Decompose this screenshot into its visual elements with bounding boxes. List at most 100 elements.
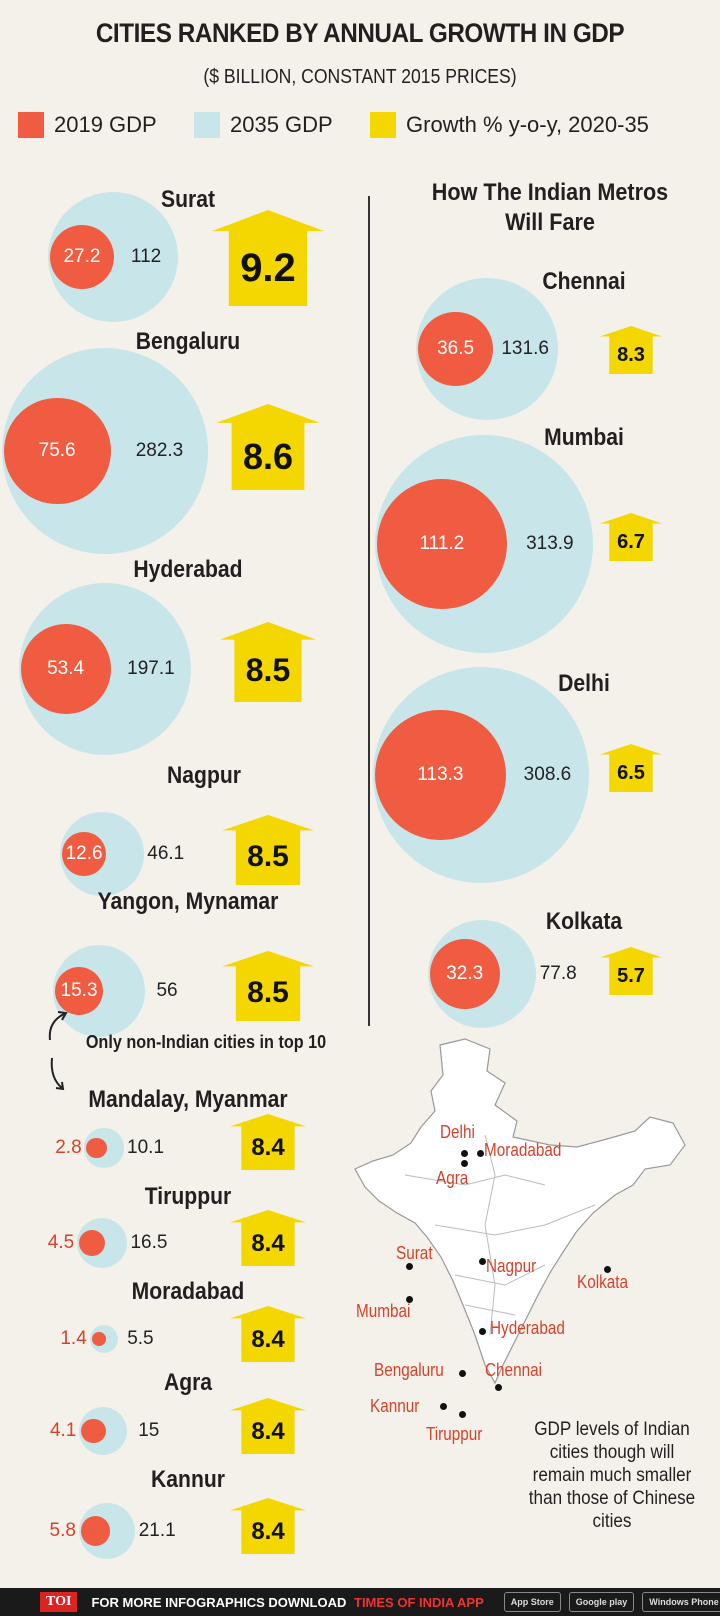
note-arrow-down-icon xyxy=(50,1057,65,1091)
label-2019-mumbai: 111.2 xyxy=(419,533,465,554)
growth-arrow-shape-agra xyxy=(230,1398,306,1454)
city-name-tiruppur: Tiruppur xyxy=(144,1183,232,1210)
map-dot-bengaluru xyxy=(459,1370,466,1377)
label-2019-kannur: 5.8 xyxy=(49,1520,76,1541)
growth-value-mumbai: 6.7 xyxy=(617,530,645,553)
growth-arrow-shape-tiruppur xyxy=(230,1210,306,1266)
bubble-2019-delhi xyxy=(374,709,506,841)
legend-swatch-growth xyxy=(370,112,396,138)
column-divider xyxy=(368,196,370,1026)
city-name-agra: Agra xyxy=(163,1369,213,1396)
growth-arrow-bengaluru: 8.6 xyxy=(216,404,320,490)
metros-header: How The Indian Metros Will Fare xyxy=(431,179,669,236)
growth-value-yangon-mynamar: 8.5 xyxy=(247,976,289,1010)
city-name-kannur: Kannur xyxy=(151,1466,225,1493)
bubble-2019-yangon-mynamar xyxy=(54,966,104,1016)
growth-arrow-shape-nagpur xyxy=(222,815,314,885)
growth-arrow-nagpur: 8.5 xyxy=(222,815,314,885)
map-label-tiruppur: Tiruppur xyxy=(426,1424,483,1444)
growth-value-kolkata: 5.7 xyxy=(617,964,645,987)
growth-arrow-shape-delhi xyxy=(600,744,662,792)
bubble-2019-surat xyxy=(49,224,115,290)
map-dot-moradabad xyxy=(477,1150,484,1157)
chart-subtitle: ($ BILLION, CONSTANT 2015 PRICES) xyxy=(203,66,517,88)
city-name-mumbai: Mumbai xyxy=(544,424,624,451)
footer-bar: TOI FOR MORE INFOGRAPHICS DOWNLOAD TIMES… xyxy=(0,1588,720,1616)
bubble-2019-hyderabad xyxy=(20,624,111,714)
growth-arrow-moradabad: 8.4 xyxy=(230,1306,306,1362)
growth-arrow-agra: 8.4 xyxy=(230,1398,306,1454)
label-2019-moradabad: 1.4 xyxy=(60,1328,87,1349)
note-arrow-up-icon xyxy=(48,1011,68,1041)
city-name-mandalay-myanmar: Mandalay, Myanmar xyxy=(88,1086,288,1113)
label-2019-hyderabad: 53.4 xyxy=(47,658,85,679)
app-store-badge[interactable]: App Store xyxy=(503,1592,561,1612)
label-2019-nagpur: 12.6 xyxy=(65,843,103,864)
growth-arrow-kolkata: 5.7 xyxy=(600,947,662,995)
growth-value-mandalay-myanmar: 8.4 xyxy=(251,1134,285,1162)
growth-arrow-hyderabad: 8.5 xyxy=(220,622,316,702)
bubble-2019-mumbai xyxy=(377,479,507,609)
city-name-surat: Surat xyxy=(160,186,215,213)
map-label-delhi: Delhi xyxy=(440,1122,475,1142)
label-2035-nagpur: 46.1 xyxy=(147,843,185,864)
legend-item-growth: Growth % y-o-y, 2020-35 xyxy=(370,112,649,138)
legend-item-2019: 2019 GDP xyxy=(18,112,157,138)
label-2019-mandalay-myanmar: 2.8 xyxy=(55,1137,82,1158)
growth-value-nagpur: 8.5 xyxy=(247,840,289,874)
growth-arrow-shape-yangon-mynamar xyxy=(222,951,314,1021)
growth-arrow-shape-hyderabad xyxy=(220,622,316,702)
label-2035-mumbai: 313.9 xyxy=(526,533,574,554)
map-label-bengaluru: Bengaluru xyxy=(374,1360,444,1380)
footer-app-link[interactable]: TIMES OF INDIA APP xyxy=(354,1594,484,1610)
legend-label-growth: Growth % y-o-y, 2020-35 xyxy=(406,112,649,137)
legend: 2019 GDP 2035 GDP Growth % y-o-y, 2020-3… xyxy=(18,112,718,146)
growth-value-delhi: 6.5 xyxy=(617,761,645,784)
growth-arrow-yangon-mynamar: 8.5 xyxy=(222,951,314,1021)
india-map-outline xyxy=(354,1038,686,1385)
label-2035-kannur: 21.1 xyxy=(138,1520,176,1541)
chart-title: CITIES RANKED BY ANNUAL GROWTH IN GDP xyxy=(95,18,625,48)
map-note: GDP levels of Indian cities though will … xyxy=(528,1419,696,1532)
growth-arrow-shape-moradabad xyxy=(230,1306,306,1362)
bubble-2019-agra xyxy=(81,1418,107,1444)
bubble-2019-tiruppur xyxy=(79,1229,106,1257)
bubble-2019-kannur xyxy=(80,1516,111,1546)
growth-arrow-kannur: 8.4 xyxy=(230,1498,306,1554)
label-2035-surat: 112 xyxy=(130,246,162,267)
map-dot-surat xyxy=(406,1263,413,1270)
label-2019-kolkata: 32.3 xyxy=(446,963,484,984)
growth-value-kannur: 8.4 xyxy=(251,1518,285,1546)
map-label-moradabad: Moradabad xyxy=(484,1140,562,1160)
growth-value-tiruppur: 8.4 xyxy=(251,1230,285,1258)
city-name-kolkata: Kolkata xyxy=(545,908,623,935)
google-play-badge[interactable]: Google play xyxy=(568,1592,635,1612)
growth-value-surat: 9.2 xyxy=(240,245,296,290)
growth-arrow-surat: 9.2 xyxy=(212,210,324,306)
label-2035-agra: 15 xyxy=(138,1420,160,1441)
label-2035-chennai: 131.6 xyxy=(501,338,549,359)
bubble-2019-moradabad xyxy=(91,1331,107,1347)
map-dot-kannur xyxy=(440,1403,447,1410)
legend-swatch-2019 xyxy=(18,112,44,138)
growth-arrow-tiruppur: 8.4 xyxy=(230,1210,306,1266)
india-map xyxy=(354,1038,686,1385)
bubble-2019-bengaluru xyxy=(3,397,111,505)
footer-text: FOR MORE INFOGRAPHICS DOWNLOAD TIMES OF … xyxy=(91,1595,483,1610)
map-dot-mumbai xyxy=(406,1296,413,1303)
city-name-nagpur: Nagpur xyxy=(167,762,241,789)
bubble-2019-kolkata xyxy=(429,939,500,1009)
map-label-hyderabad: Hyderabad xyxy=(490,1318,565,1338)
map-label-kannur: Kannur xyxy=(370,1396,420,1416)
non-indian-note: Only non-Indian cities in top 10 xyxy=(85,1032,327,1052)
legend-label-2035: 2035 GDP xyxy=(230,112,333,137)
map-label-kolkata: Kolkata xyxy=(577,1272,629,1292)
label-2019-bengaluru: 75.6 xyxy=(38,440,76,461)
windows-phone-badge[interactable]: Windows Phone xyxy=(642,1592,720,1612)
map-label-mumbai: Mumbai xyxy=(356,1301,411,1321)
map-dot-nagpur xyxy=(479,1258,486,1265)
legend-label-2019: 2019 GDP xyxy=(54,112,157,137)
bubble-2019-nagpur xyxy=(62,832,106,876)
label-2035-delhi: 308.6 xyxy=(523,764,572,785)
map-dot-kolkata xyxy=(604,1266,611,1273)
